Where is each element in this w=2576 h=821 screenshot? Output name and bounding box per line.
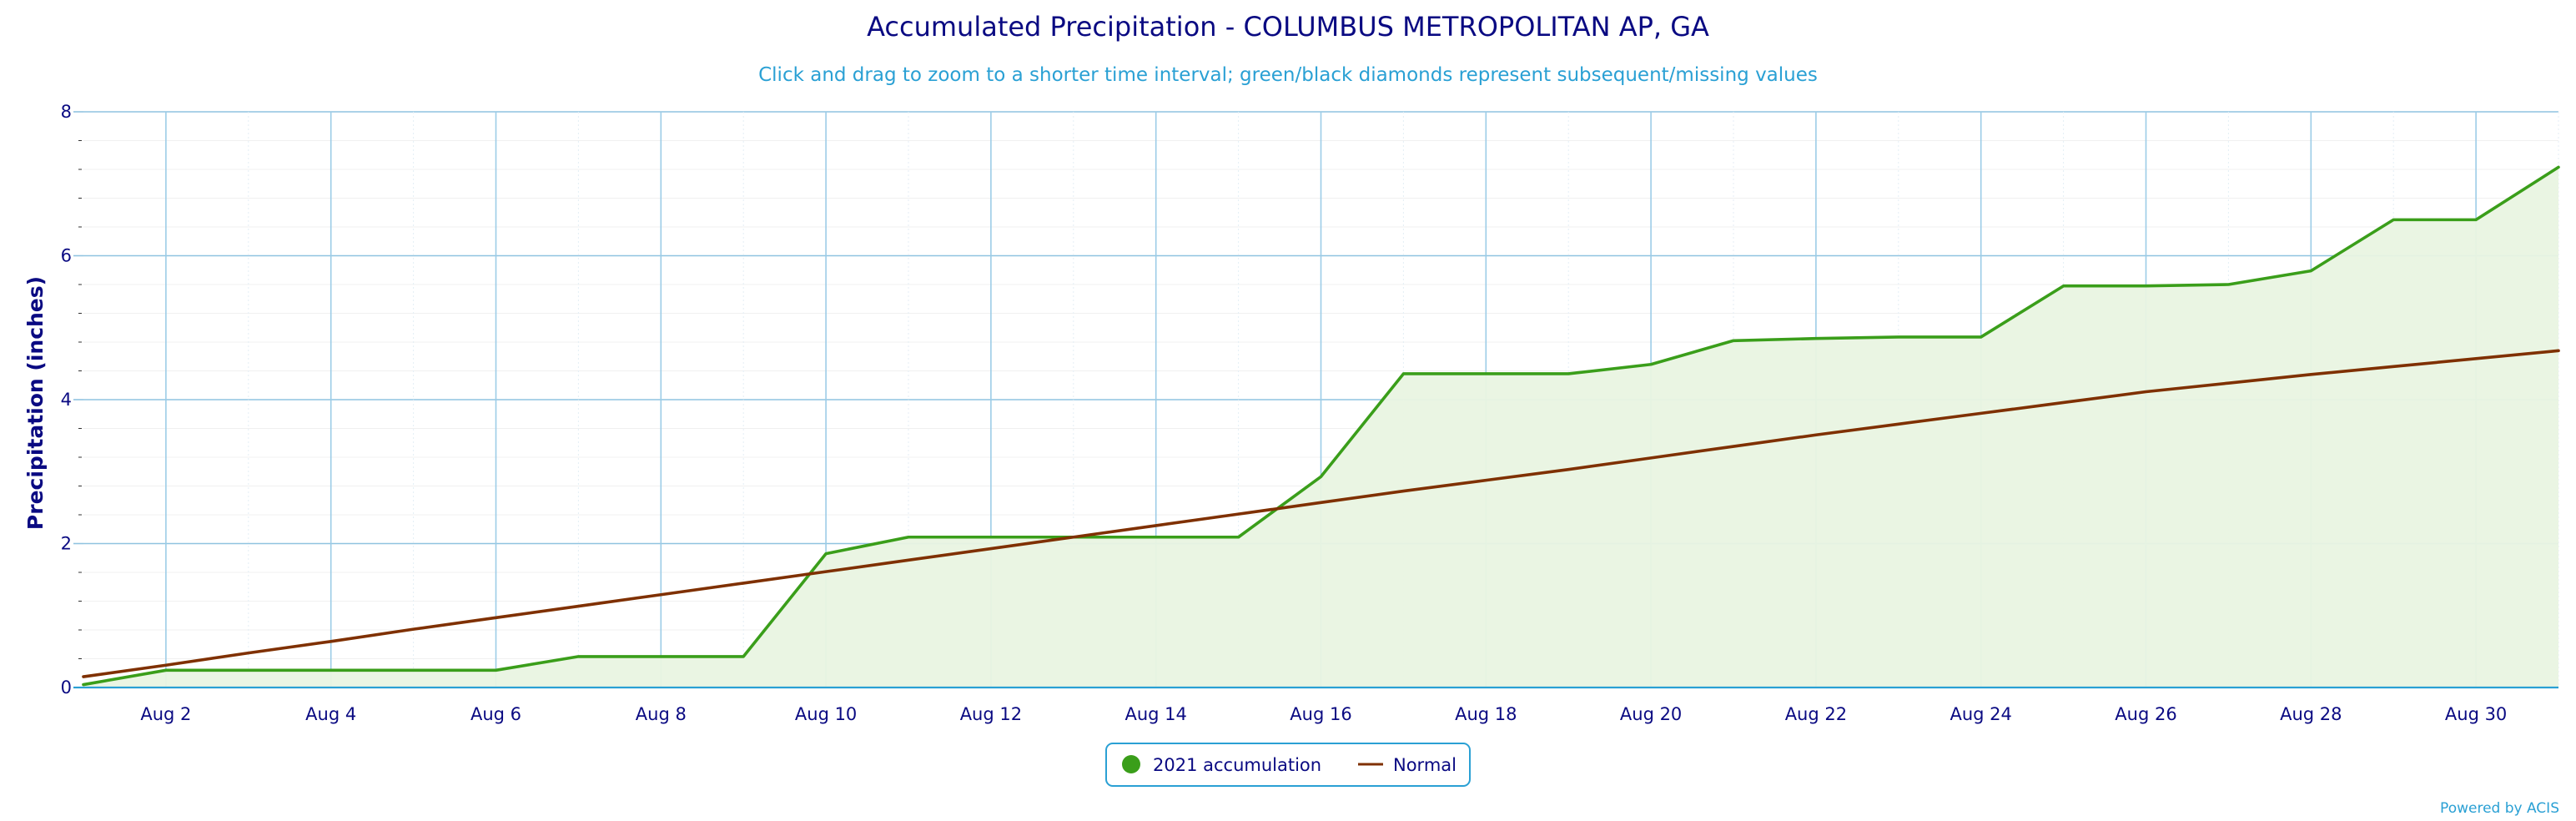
area-2021-accumulation xyxy=(83,167,2558,688)
x-tick-label-aug-24: Aug 24 xyxy=(1950,704,2011,724)
credits-link[interactable]: Powered by ACIS xyxy=(2440,800,2559,817)
chart-subtitle: Click and drag to zoom to a shorter time… xyxy=(758,64,1818,86)
x-tick-label-aug-4: Aug 4 xyxy=(305,704,356,724)
series-line-normal xyxy=(82,349,2560,678)
x-tick-label-aug-12: Aug 12 xyxy=(960,704,1022,724)
y-tick-label-6: 6 xyxy=(61,246,72,266)
y-tick-label-0: 0 xyxy=(61,677,72,698)
legend-item-normal[interactable]: Normal xyxy=(1358,755,1457,775)
y-tick-label-2: 2 xyxy=(61,534,72,554)
y-axis-tick-labels: 0 2 4 6 8 xyxy=(61,102,72,698)
x-tick-label-aug-16: Aug 16 xyxy=(1290,704,1351,724)
x-tick-label-aug-20: Aug 20 xyxy=(1620,704,1682,724)
legend-box xyxy=(1105,743,1471,787)
x-tick-label-aug-26: Aug 26 xyxy=(2115,704,2176,724)
legend-item-2021-accumulation[interactable]: 2021 accumulation xyxy=(1122,755,1321,775)
x-tick-label-aug-2: Aug 2 xyxy=(140,704,191,724)
x-tick-label-aug-14: Aug 14 xyxy=(1124,704,1186,724)
x-tick-label-aug-30: Aug 30 xyxy=(2445,704,2507,724)
series-lines xyxy=(82,165,2560,687)
x-tick-label-aug-18: Aug 18 xyxy=(1455,704,1517,724)
y-tick-label-4: 4 xyxy=(61,390,72,410)
legend-marker-2021-accumulation xyxy=(1122,755,1140,773)
y-tick-label-8: 8 xyxy=(61,102,72,122)
x-tick-label-aug-28: Aug 28 xyxy=(2280,704,2342,724)
legend-label-2021-accumulation: 2021 accumulation xyxy=(1153,755,1321,775)
chart-title: Accumulated Precipitation - COLUMBUS MET… xyxy=(867,11,1709,43)
legend: 2021 accumulation Normal xyxy=(1105,743,1471,787)
x-axis-tick-labels: Aug 2 Aug 4 Aug 6 Aug 8 Aug 10 Aug 12 Aug 14 Au… xyxy=(140,704,2507,724)
x-tick-label-aug-6: Aug 6 xyxy=(470,704,521,724)
x-tick-label-aug-10: Aug 10 xyxy=(795,704,857,724)
x-tick-label-aug-8: Aug 8 xyxy=(636,704,687,724)
x-tick-label-aug-22: Aug 22 xyxy=(1785,704,1847,724)
legend-label-normal: Normal xyxy=(1393,755,1457,775)
y-axis-title: Precipitation (inches) xyxy=(23,276,48,530)
series-line-2021-accumulation xyxy=(82,165,2560,687)
accumulation-area xyxy=(83,167,2558,688)
